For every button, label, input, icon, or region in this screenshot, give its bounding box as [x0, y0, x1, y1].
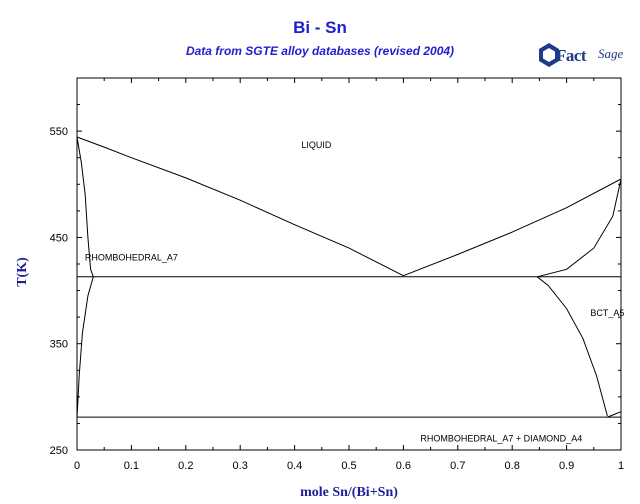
logo-text-sub: Sage	[598, 46, 624, 61]
x-tick-label: 0.3	[233, 460, 248, 472]
phase-label: RHOMBOHEDRAL_A7 + DIAMOND_A4	[420, 433, 582, 443]
x-axis-title: mole Sn/(Bi+Sn)	[300, 485, 398, 500]
x-tick-label: 0.9	[559, 460, 574, 472]
y-tick-label: 550	[50, 126, 68, 138]
x-tick-label: 0.8	[505, 460, 520, 472]
phase-boundary-5	[537, 178, 622, 278]
phase-boundary-8	[607, 411, 622, 418]
y-axis-title: T(K)	[15, 257, 30, 287]
factsage-logo-mark	[539, 43, 559, 67]
x-tick-label: 0.4	[287, 460, 302, 472]
phase-label: BCT_A5	[590, 308, 624, 318]
phase-boundary-1	[403, 178, 622, 277]
factsage-logo: Fact Sage	[536, 40, 626, 74]
phase-label: LIQUID	[301, 140, 332, 150]
axes: 0 0.1 0.2 0.3 0.4 0.5 0.6 0.7 0.8 0.9 1 250 350 450 55…	[15, 77, 624, 500]
phase-boundary-2	[76, 136, 94, 277]
phase-boundary-3	[76, 276, 94, 419]
x-tick-label: 0.2	[178, 460, 193, 472]
x-tick-label: 0.1	[124, 460, 139, 472]
chart-title: Bi - Sn	[293, 18, 347, 37]
phase-boundary-4	[536, 276, 608, 417]
plot-frame	[76, 77, 622, 451]
x-tick-label: 0	[74, 460, 80, 472]
logo-text-main: Fact	[556, 46, 587, 65]
y-tick-label: 450	[50, 232, 68, 244]
phase-labels: LIQUID RHOMBOHEDRAL_A7 BCT_A5 RHOMBOHEDRAL_…	[85, 140, 625, 443]
x-tick-label: 0.5	[341, 460, 356, 472]
x-tick-label: 0.6	[396, 460, 411, 472]
y-tick-label: 350	[50, 339, 68, 351]
phase-boundary-0	[76, 136, 404, 277]
chart-subtitle: Data from SGTE alloy databases (revised …	[185, 44, 455, 58]
phase-label: RHOMBOHEDRAL_A7	[85, 253, 178, 263]
x-tick-label: 1	[618, 460, 624, 472]
y-tick-label: 250	[50, 445, 68, 457]
phase-boundaries	[76, 136, 622, 419]
x-tick-label: 0.7	[450, 460, 465, 472]
